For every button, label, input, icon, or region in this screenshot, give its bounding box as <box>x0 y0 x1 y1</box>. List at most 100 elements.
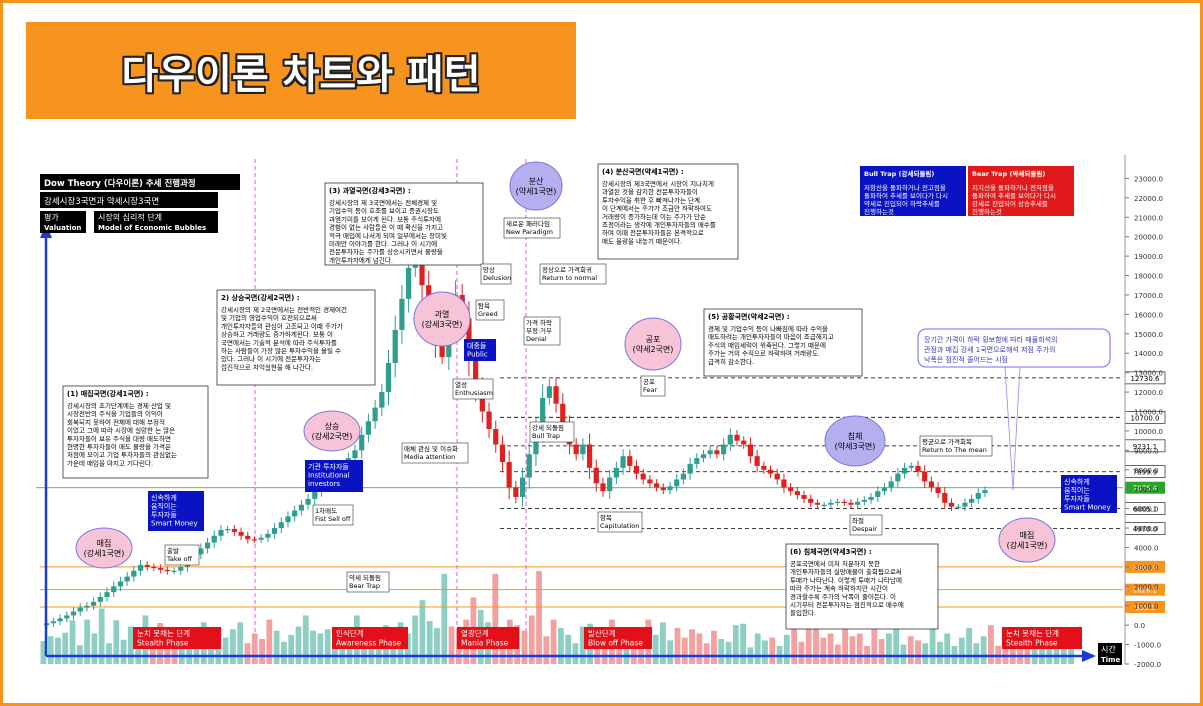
candle-body <box>198 548 204 555</box>
valuation-en: Valuation <box>44 224 81 232</box>
volume-bar <box>558 627 564 664</box>
phase-bubble-label: 분산 (약세1국면) <box>516 176 557 196</box>
y-tick-label: 15000.0 <box>1134 331 1163 339</box>
candle-body <box>721 444 727 455</box>
y-tick-label: 13000.0 <box>1134 370 1163 378</box>
candle-body <box>473 359 479 389</box>
annotation-box <box>503 217 561 239</box>
candle-body <box>131 570 137 577</box>
annotation-box <box>523 316 561 346</box>
candle-body <box>171 570 177 572</box>
page-title: 다우이론 차트와 패턴 <box>121 51 481 98</box>
annotation-label: 정상으로 가격회귀 Return to normal <box>542 265 597 282</box>
volume-bar <box>281 641 287 664</box>
candle-body <box>647 479 653 484</box>
volume-bar <box>827 633 834 664</box>
phase-label-box <box>332 627 408 649</box>
volume-bar <box>1009 636 1016 664</box>
candle-body <box>975 493 981 499</box>
annotation-box <box>640 375 666 397</box>
annotation-box <box>919 435 993 457</box>
volume-bar <box>732 625 739 664</box>
volume-bar <box>674 627 681 664</box>
x-axis-arrowhead <box>1082 650 1096 662</box>
volume-bar <box>703 643 710 664</box>
y-tick-label: 9000.0 <box>1134 447 1159 455</box>
volume-bar <box>907 636 914 664</box>
candle-body <box>245 535 251 540</box>
note-box-n6 <box>785 543 939 630</box>
volume-bar <box>565 634 572 664</box>
candle-body <box>292 510 298 517</box>
candle-body <box>312 491 318 499</box>
volume-bar <box>856 633 863 664</box>
volume-bar <box>324 629 331 664</box>
volume-bar <box>813 627 819 664</box>
candle-body <box>513 487 519 497</box>
annotation-box <box>401 442 469 464</box>
annotation-label: 평균으로 가격회복 Return to The mean <box>922 437 987 454</box>
phase-bubble-label: 침체 (약세3국면) <box>835 431 876 451</box>
price-level-label: 3001.0 <box>1133 564 1158 572</box>
bear-trap-box <box>968 166 1074 216</box>
volume-bar <box>988 625 994 664</box>
candle-body <box>506 462 512 488</box>
phase-label-box <box>1002 627 1082 649</box>
candle-body <box>908 465 914 468</box>
annotation-box <box>475 299 505 321</box>
model-ko: 시장의 심리적 단계 <box>98 212 162 222</box>
annotation-box <box>480 263 512 285</box>
candle-body <box>218 529 224 536</box>
annotation-box <box>849 514 883 536</box>
phase-label-box <box>133 627 221 649</box>
note-box-n2 <box>216 289 376 386</box>
candle-body <box>962 502 968 507</box>
phase-label-text: 눈치 못채는 단계 Stealth Phase <box>137 628 190 648</box>
volume-bar <box>1060 639 1067 664</box>
note-body: 강세시장의 제3국면에서 시장이 지나치게 과열된 것을 감지한 전문투자자들이 투… <box>602 179 716 245</box>
bull-trap-body: 저항선을 돌파하거나 전고점을 돌파하여 추세를 보이다가 다시 약세로 진입되어 … <box>864 183 948 216</box>
candle-body <box>895 473 901 482</box>
candle-body <box>50 621 57 624</box>
phase-label-box <box>584 627 652 649</box>
y-tick-label: 20000.0 <box>1134 234 1163 242</box>
volume-bar <box>273 630 280 664</box>
volume-bar <box>878 639 885 664</box>
candle-body <box>359 434 365 451</box>
annotation-box <box>529 421 575 443</box>
candle-body <box>627 456 633 466</box>
time-label-ko: 시간 <box>1101 644 1116 654</box>
volume-bar <box>302 615 309 664</box>
candle-body <box>774 473 780 480</box>
volume-bar <box>332 640 338 664</box>
volume-bar <box>1024 644 1031 664</box>
volume-bar <box>69 620 76 664</box>
annotation-label: 약세 되돌림 Bear Trap <box>349 573 381 590</box>
volume-bar <box>98 608 105 664</box>
annotation-label: 공포 Fear <box>643 378 657 394</box>
candle-body <box>922 471 928 482</box>
volume-bar <box>594 640 601 664</box>
volume-bar <box>915 640 921 664</box>
volume-bar <box>550 619 557 664</box>
candle-body <box>955 506 961 508</box>
candle-body <box>901 467 908 474</box>
volume-bar <box>1002 641 1009 664</box>
volume-bar <box>266 619 273 664</box>
volume-bar <box>834 644 841 664</box>
y-tick-label: -2000.0 <box>1134 661 1161 669</box>
volume-bar <box>171 639 178 664</box>
investor-box-smart_left <box>148 491 204 531</box>
candle-body <box>861 499 867 502</box>
model-en: Model of Economic Bubbles <box>98 224 206 232</box>
volume-bar <box>725 641 732 664</box>
candle-body <box>747 444 754 457</box>
candle-body <box>77 607 83 612</box>
price-level-tag <box>1125 600 1165 613</box>
phase-bubble <box>303 410 361 452</box>
candle-body <box>231 529 237 532</box>
candle-body <box>741 440 747 445</box>
investor-box-label: 기관 투자자들 Institutional investors <box>308 462 350 488</box>
candle-body <box>519 477 526 497</box>
